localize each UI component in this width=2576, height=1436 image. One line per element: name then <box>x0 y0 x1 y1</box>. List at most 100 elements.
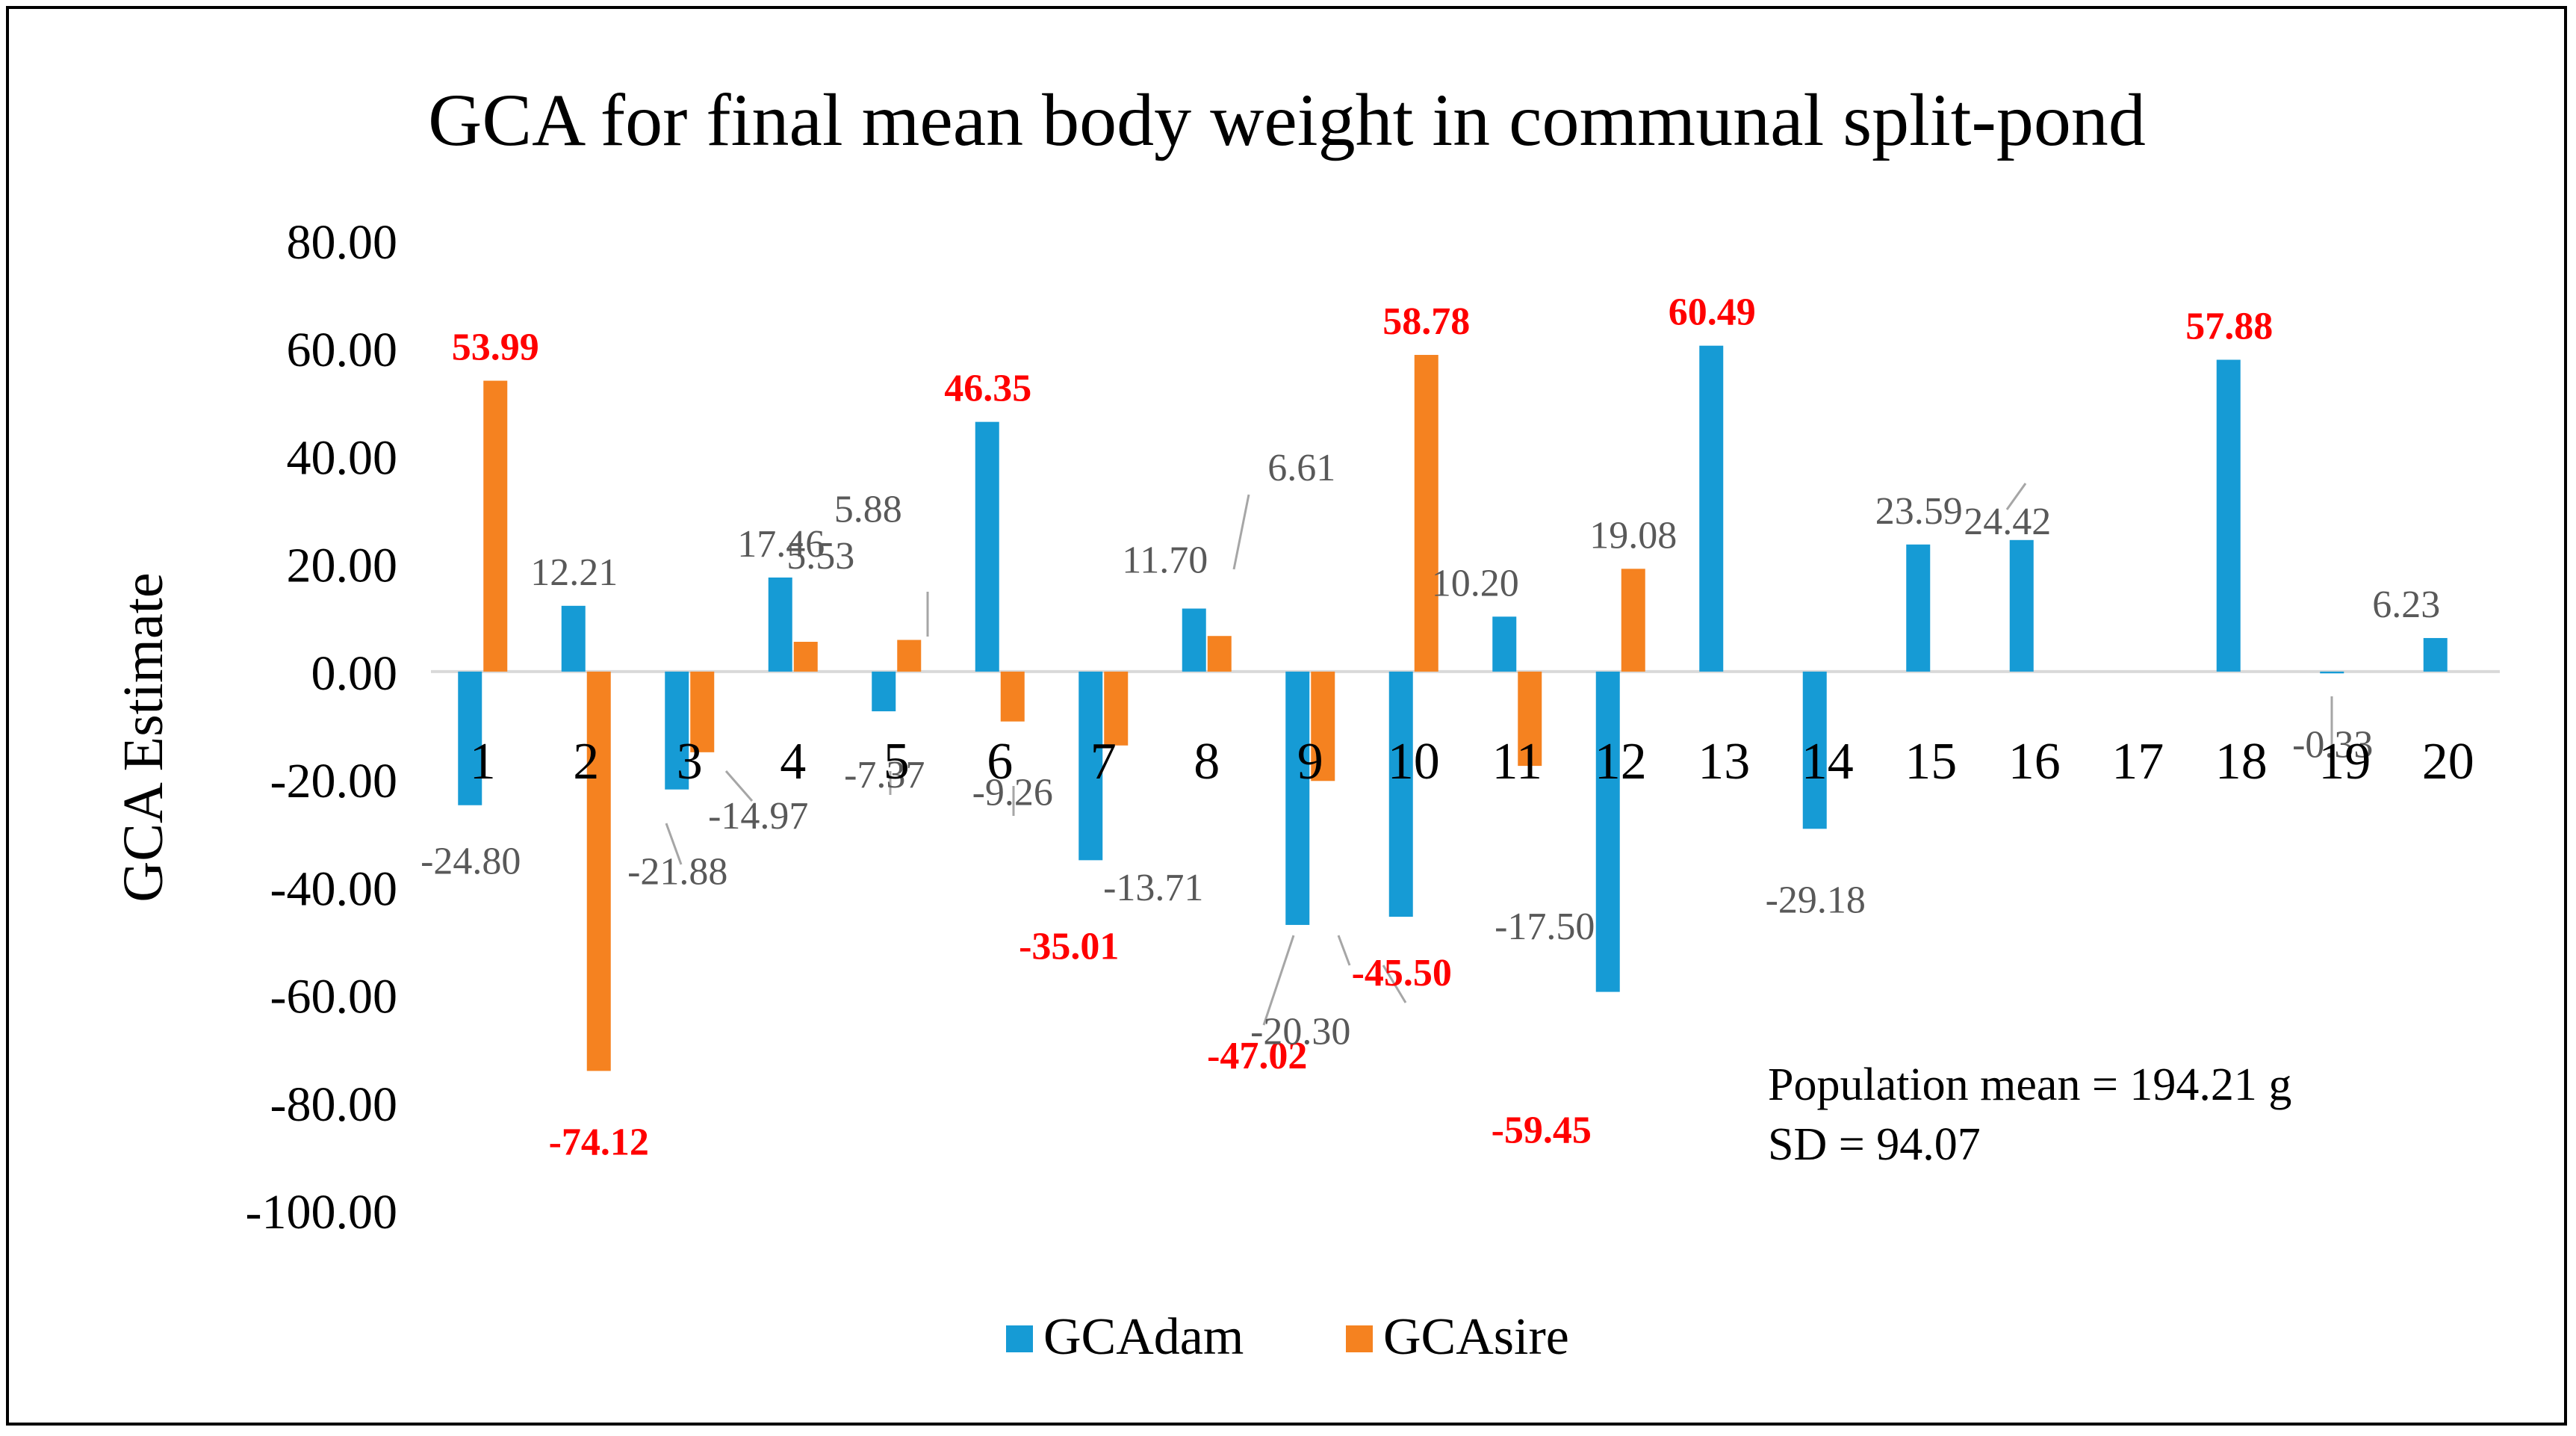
data-label-gcasire-6: -9.26 <box>972 772 1053 814</box>
bar-gcasire-8 <box>1207 636 1232 672</box>
bar-gcadam-14 <box>1802 671 1827 829</box>
data-label-gcasire-7: -13.71 <box>1103 867 1203 909</box>
bar-gcadam-15 <box>1906 544 1931 672</box>
leader-line <box>1337 935 1351 966</box>
y-tick-label: 0.00 <box>311 646 398 701</box>
data-label-gcasire-5: 5.88 <box>834 488 902 530</box>
bar-gcadam-11 <box>1492 616 1517 672</box>
bar-gcadam-7 <box>1078 671 1103 861</box>
y-tick-label: -20.00 <box>270 754 397 808</box>
data-label-gcadam-3: -21.88 <box>627 851 727 894</box>
leader-line <box>2005 483 2027 510</box>
x-category-label: 10 <box>1388 733 1440 790</box>
x-category-label: 18 <box>2215 733 2268 790</box>
bar-gcasire-10 <box>1414 355 1438 672</box>
x-category-label: 20 <box>2422 733 2474 790</box>
x-category-label: 8 <box>1194 733 1220 790</box>
data-labels: -24.8012.21-21.8817.46-7.3746.35-35.0111… <box>420 291 2440 1164</box>
data-label-gcadam-16: 24.42 <box>1964 501 2051 543</box>
data-label-gcasire-1: 53.99 <box>452 326 539 369</box>
bar-gcadam-3 <box>665 671 689 790</box>
leader-line <box>1232 494 1250 570</box>
bar-gcadam-8 <box>1182 608 1206 672</box>
bar-gcadam-6 <box>975 421 999 672</box>
x-category-label: 7 <box>1090 733 1117 790</box>
bar-gcasire-9 <box>1311 671 1335 782</box>
y-tick-label: 40.00 <box>287 430 398 485</box>
data-label-gcadam-19: -0.33 <box>2292 723 2373 766</box>
data-label-gcasire-10: 58.78 <box>1382 300 1470 343</box>
bar-gcadam-12 <box>1595 671 1620 992</box>
data-label-gcasire-12: 19.08 <box>1589 514 1677 557</box>
leader-line <box>665 823 683 865</box>
sd-note: SD = 94.07 <box>1768 1119 1981 1170</box>
bar-gcasire-1 <box>483 380 508 672</box>
data-label-gcasire-8: 6.61 <box>1267 447 1335 489</box>
x-category-label: 15 <box>1905 733 1957 790</box>
data-label-gcasire-9: -20.30 <box>1250 1010 1350 1053</box>
legend-label-gcadam: GCAdam <box>1043 1308 1244 1366</box>
y-tick-label: -100.00 <box>246 1185 397 1240</box>
data-label-gcasire-3: -14.97 <box>708 795 808 838</box>
data-label-gcadam-7: -35.01 <box>1019 925 1119 968</box>
x-category-label: 13 <box>1698 733 1750 790</box>
data-label-gcadam-5: -7.37 <box>844 754 925 796</box>
y-tick-label: 80.00 <box>287 215 398 270</box>
chart-title: GCA for final mean body weight in commun… <box>428 78 2146 161</box>
y-tick-label: -80.00 <box>270 1077 397 1132</box>
bar-gcadam-19 <box>2320 671 2344 674</box>
data-label-gcadam-6: 46.35 <box>944 368 1031 410</box>
x-category-label: 16 <box>2008 733 2061 790</box>
data-label-gcadam-13: 60.49 <box>1669 291 1756 334</box>
y-tick-label: 60.00 <box>287 323 398 377</box>
x-category-label: 2 <box>573 733 599 790</box>
gca-bar-chart: GCA for final mean body weight in commun… <box>112 78 2500 1366</box>
leader-line <box>724 770 754 802</box>
y-axis-label: GCA Estimate <box>112 572 175 902</box>
data-label-gcadam-9: -47.02 <box>1207 1035 1307 1077</box>
bar-gcasire-3 <box>690 671 715 752</box>
data-label-gcadam-8: 11.70 <box>1122 539 1208 582</box>
data-label-gcadam-4: 17.46 <box>737 523 825 566</box>
data-label-gcasire-4: 5.53 <box>786 535 854 578</box>
bar-gcadam-9 <box>1285 671 1310 925</box>
bar-gcasire-2 <box>586 671 611 1071</box>
legend-swatch-gcadam <box>1006 1325 1033 1352</box>
x-category-label: 12 <box>1595 733 1647 790</box>
bar-gcasire-11 <box>1518 671 1542 767</box>
data-label-gcadam-15: 23.59 <box>1875 490 1963 533</box>
bar-gcadam-5 <box>872 671 896 712</box>
bar-gcasire-12 <box>1621 569 1645 672</box>
bar-gcadam-16 <box>2009 539 2034 672</box>
bar-gcasire-5 <box>897 640 922 672</box>
x-category-label: 6 <box>987 733 1013 790</box>
label-leader-lines <box>665 483 2333 1026</box>
bar-gcadam-10 <box>1388 671 1413 917</box>
leader-line <box>1382 965 1407 1003</box>
legend-swatch-gcasire <box>1346 1325 1373 1352</box>
population-mean-note: Population mean = 194.21 g <box>1768 1059 2291 1110</box>
data-label-gcadam-14: -29.18 <box>1766 879 1866 921</box>
bar-gcadam-2 <box>561 605 586 672</box>
x-category-label: 11 <box>1492 733 1542 790</box>
y-tick-label: -60.00 <box>270 970 397 1024</box>
x-category-label: 14 <box>1801 733 1854 790</box>
bar-gcasire-7 <box>1104 671 1129 746</box>
bar-gcadam-4 <box>768 577 792 672</box>
x-category-label: 5 <box>884 733 910 790</box>
leader-line <box>1262 935 1295 1026</box>
x-axis-categories: 1 2 3 4 5 6 7 8 9 10 11 12 13 14 15 16 17 18 19 20 <box>470 733 2474 790</box>
x-category-label: 1 <box>470 733 496 790</box>
y-tick-label: -40.00 <box>270 861 397 916</box>
data-label-gcadam-12: -59.45 <box>1492 1110 1592 1152</box>
x-category-label: 3 <box>677 733 703 790</box>
legend-label-gcasire: GCAsire <box>1383 1308 1569 1366</box>
data-label-gcasire-11: -17.50 <box>1495 906 1595 948</box>
bar-gcasire-4 <box>793 642 818 672</box>
data-label-gcadam-18: 57.88 <box>2185 306 2273 348</box>
bar-gcadam-1 <box>458 671 482 805</box>
bar-gcasire-6 <box>1000 671 1025 722</box>
chart-frame: GCA for final mean body weight in commun… <box>6 6 2567 1426</box>
data-label-gcadam-10: -45.50 <box>1352 952 1452 994</box>
bar-gcadam-18 <box>2216 359 2241 672</box>
